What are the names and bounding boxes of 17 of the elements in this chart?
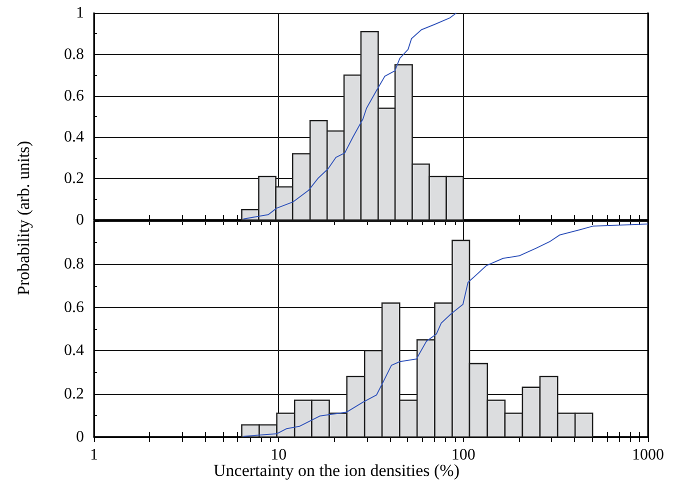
x-tick-label: 1000 bbox=[632, 446, 664, 464]
y-tick-label: 0.2 bbox=[64, 385, 84, 402]
y-tick-label: 1 bbox=[76, 4, 84, 22]
y-tick-label: 0.4 bbox=[64, 342, 84, 360]
y-tick-label: 0.8 bbox=[64, 256, 84, 273]
y-tick-label: 0.8 bbox=[64, 46, 84, 63]
y-axis-title: Probability (arb. units) bbox=[14, 140, 34, 296]
x-tick-label: 100 bbox=[451, 446, 476, 464]
y-tick-label: 0.6 bbox=[64, 298, 84, 316]
x-axis-title: Uncertainty on the ion densities (%) bbox=[214, 461, 460, 480]
y-tick-label: 0.6 bbox=[64, 87, 84, 104]
y-tick-label: 0 bbox=[76, 428, 84, 446]
x-tick-label: 1 bbox=[90, 446, 98, 464]
y-tick-label: 0 bbox=[76, 212, 84, 228]
x-tick-label: 10 bbox=[270, 446, 287, 464]
y-tick-label: 0.4 bbox=[64, 128, 84, 146]
y-tick-label: 0.2 bbox=[64, 170, 84, 188]
